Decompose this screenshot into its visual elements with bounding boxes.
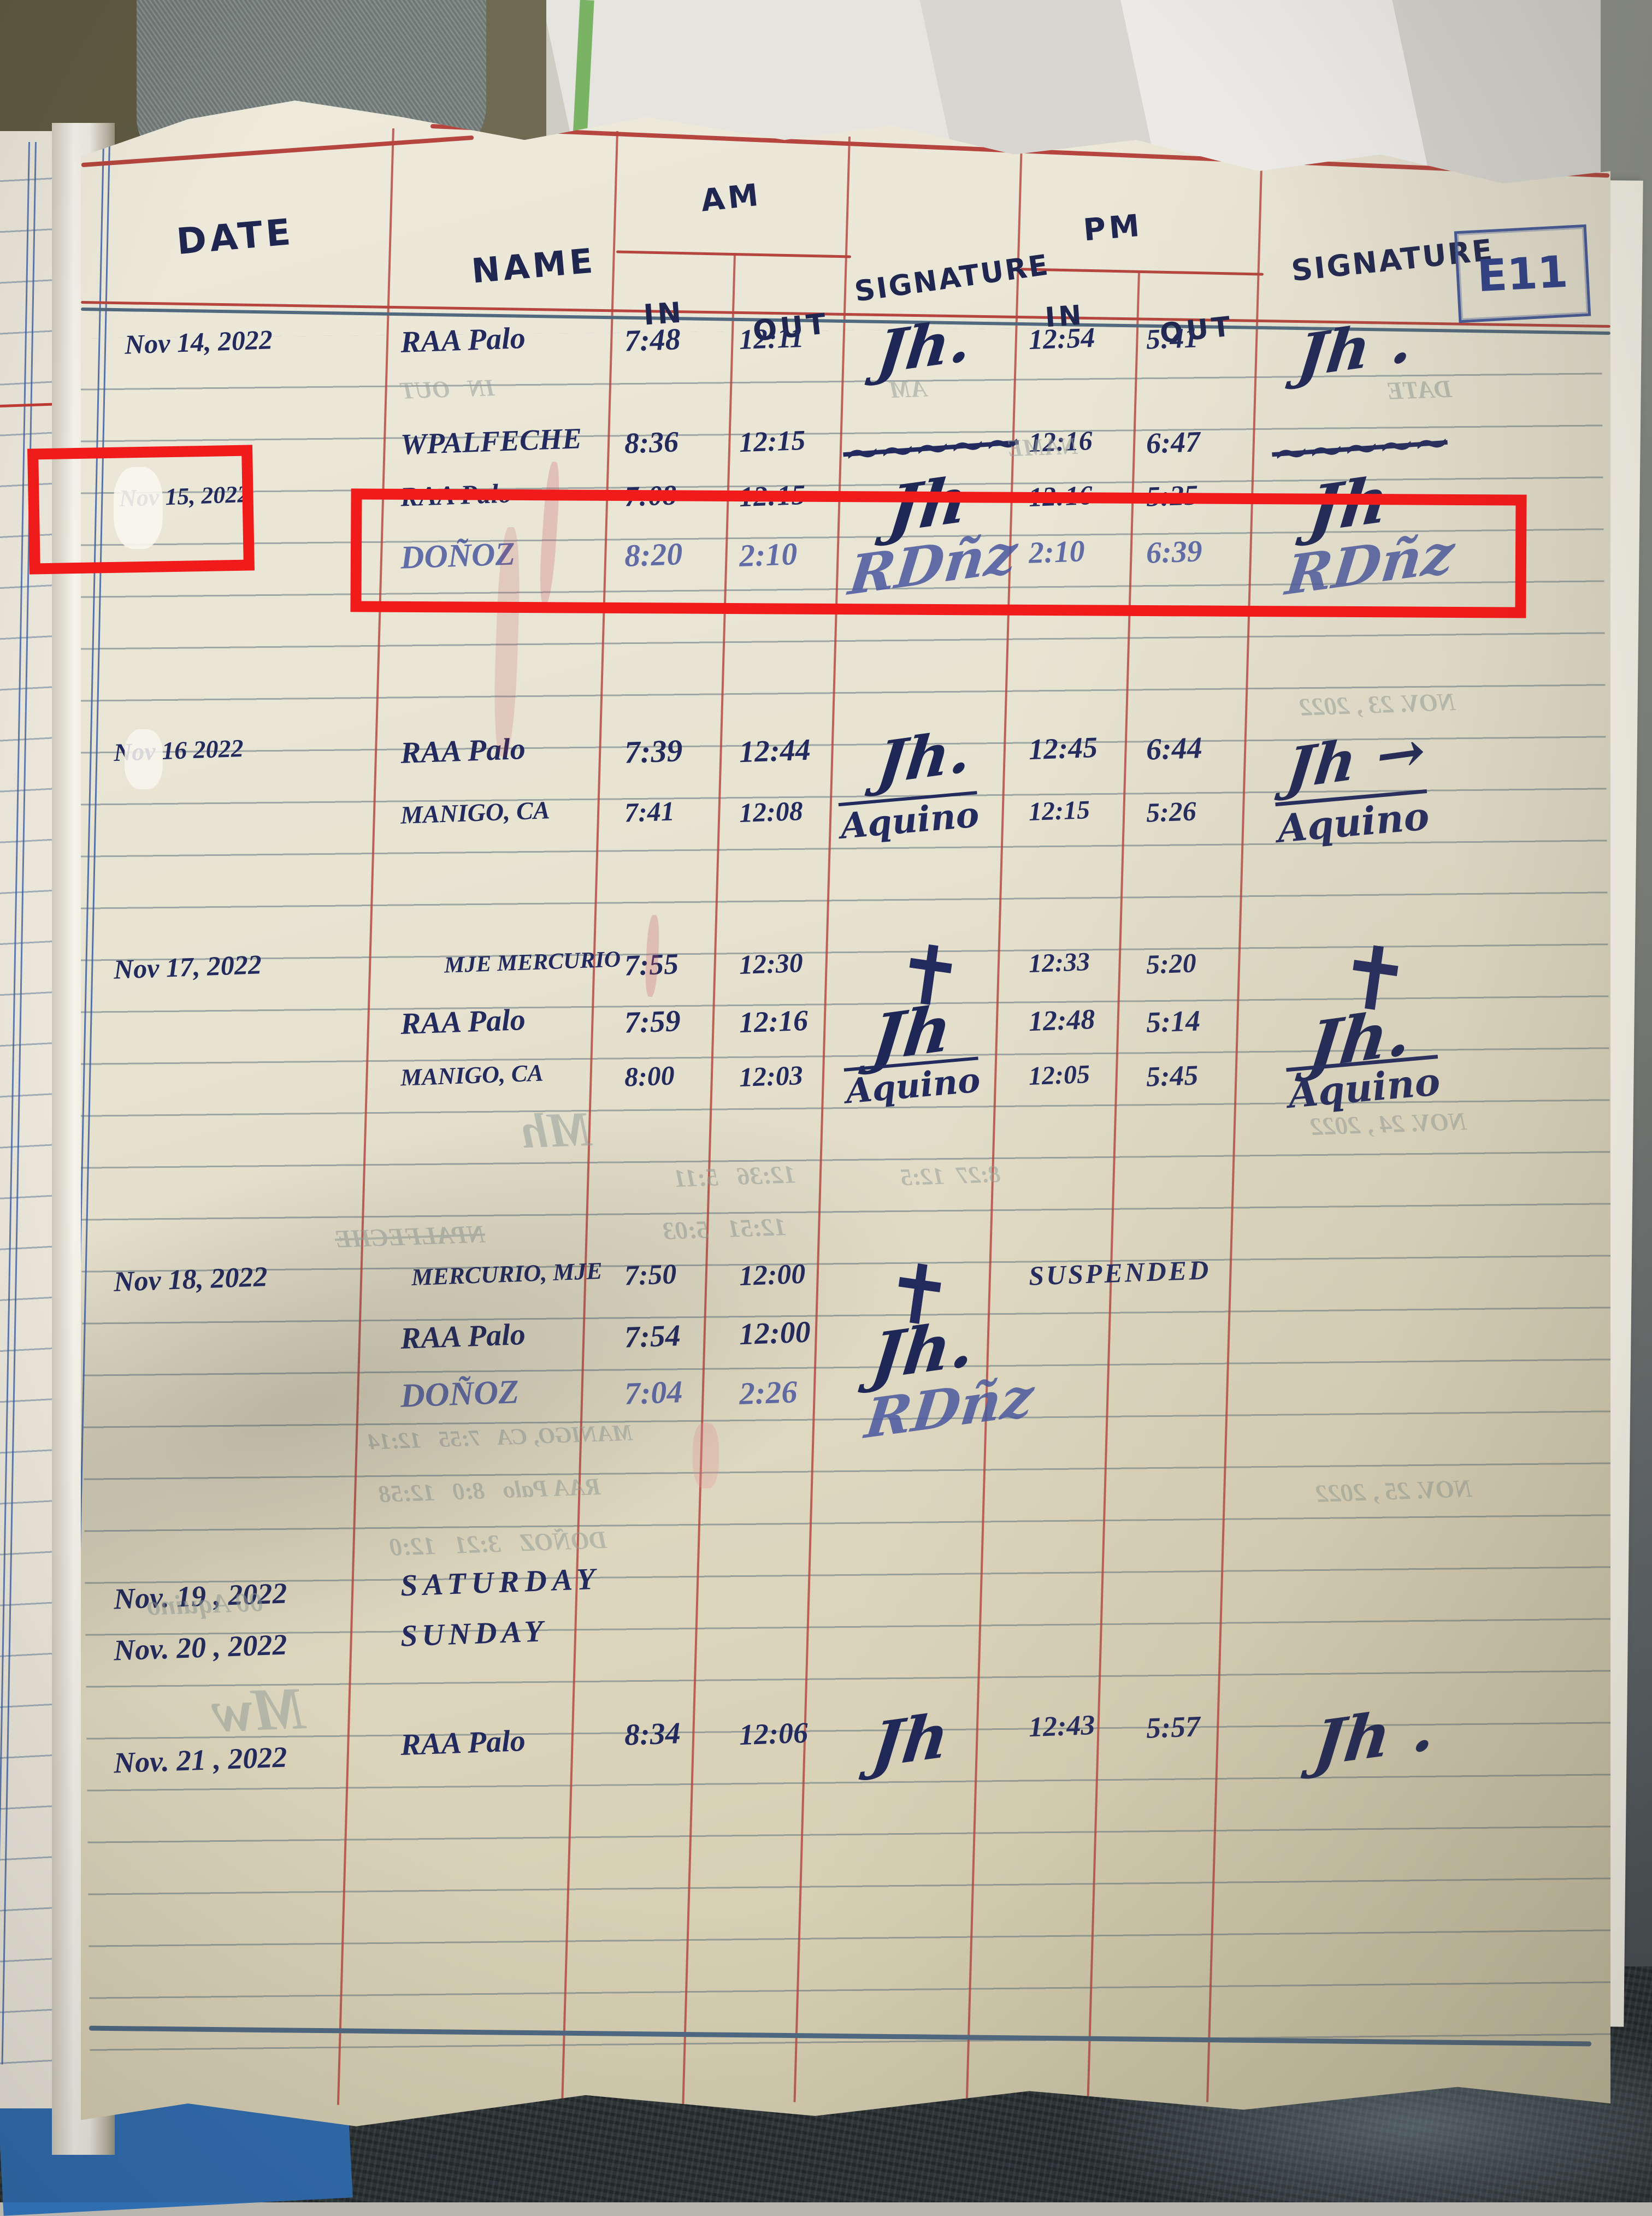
correction-blob xyxy=(125,729,163,789)
previous-page-margin-line xyxy=(1,141,37,2065)
highlight-box-donoz-row xyxy=(350,488,1527,618)
ghost-name-entry: IN OUT xyxy=(400,374,495,404)
highlight-box-date xyxy=(27,445,255,575)
ghost-sig2-entry: NOV. 23 , 2022 xyxy=(1299,688,1456,721)
ghost-sig2-entry: NOV. 25 , 2022 xyxy=(1315,1474,1473,1508)
ghost-sig2-entry: NOV. 24 , 2022 xyxy=(1309,1107,1467,1140)
ink-smudge xyxy=(693,1423,719,1488)
ghost-sig2-entry: DATE xyxy=(1386,374,1453,405)
previous-page-margin-line xyxy=(0,141,30,2065)
correction-blob xyxy=(114,467,163,549)
ghost-sig1-entry: AM xyxy=(889,375,928,404)
ghost-pm_in-entry: NAME xyxy=(1006,432,1078,462)
logbook-page: DATE NAME AM IN OUT SIGNATURE PM IN OUT … xyxy=(81,101,1610,2126)
